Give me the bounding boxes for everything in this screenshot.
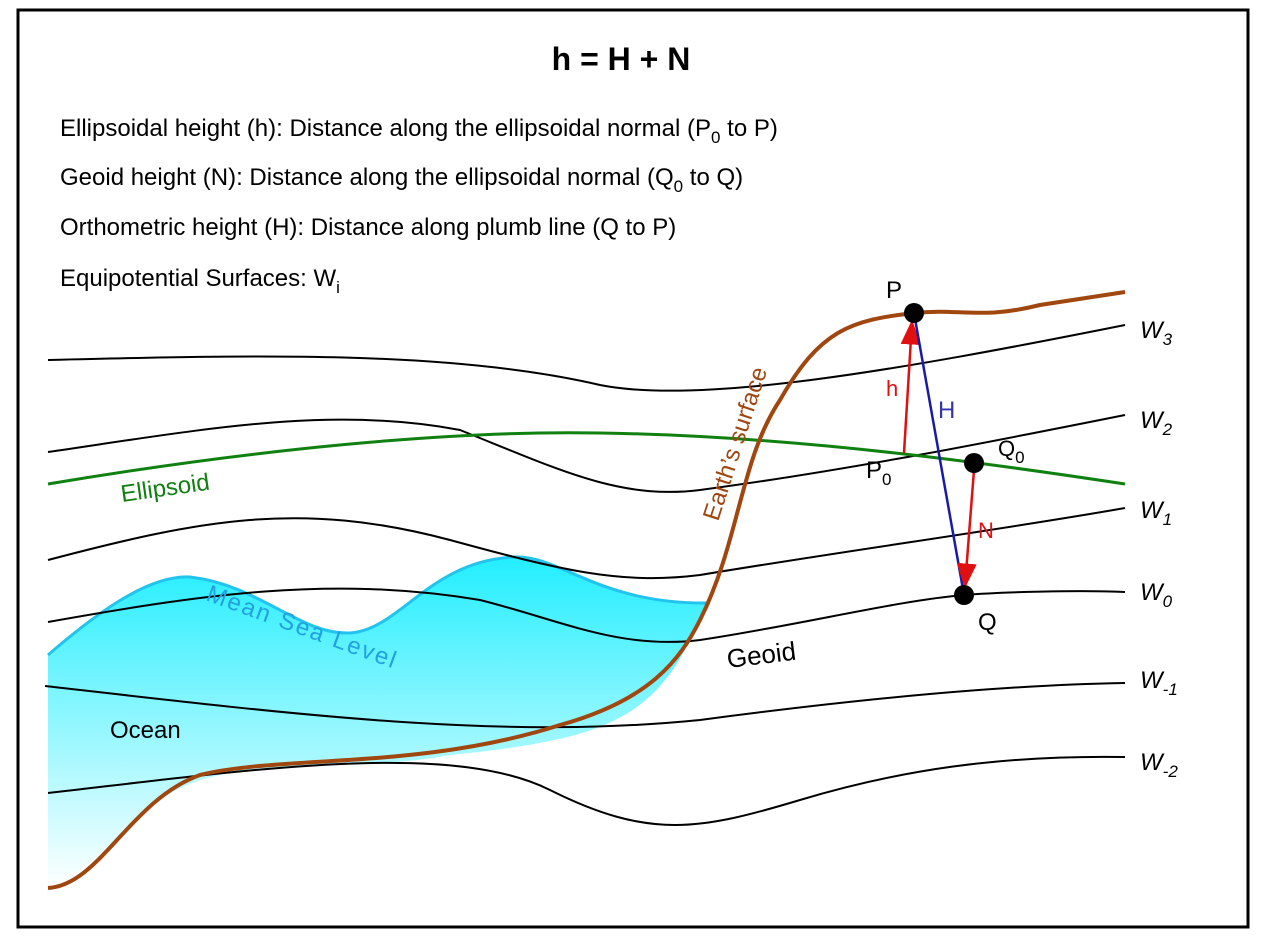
subscript: i	[336, 278, 340, 297]
text: W	[1140, 579, 1165, 606]
w-1	[44, 682, 1126, 729]
ocean-label: Ocean	[110, 717, 181, 744]
text: Equipotential Surfaces: W	[60, 265, 336, 292]
h-arrow	[900, 319, 921, 454]
text: to P)	[720, 115, 777, 142]
N-arrow	[956, 469, 977, 589]
text: P	[866, 457, 882, 484]
surface-label: W2	[1140, 407, 1173, 439]
subscript: 0	[1163, 592, 1173, 611]
subscript: -2	[1163, 762, 1179, 781]
earth-surface	[47, 290, 1126, 890]
subscript: 1	[1163, 510, 1172, 529]
subscript: -1	[1163, 680, 1178, 699]
text: Orthometric height (H): Distance along p…	[60, 214, 676, 241]
surface-label: W-1	[1140, 667, 1178, 699]
text: W	[1140, 317, 1165, 344]
definition: Equipotential Surfaces: Wi	[60, 265, 340, 297]
H-line	[912, 312, 966, 596]
definition: Geoid height (N): Distance along the ell…	[60, 164, 743, 196]
definition: Orthometric height (H): Distance along p…	[60, 214, 676, 241]
surface-label: W1	[1140, 497, 1172, 529]
h-label: h	[886, 376, 898, 401]
point-q	[954, 585, 974, 605]
text: W	[1140, 749, 1165, 776]
point-label: Q0	[998, 436, 1025, 467]
geoid-w0	[47, 587, 1126, 643]
definition: Ellipsoidal height (h): Distance along t…	[60, 115, 778, 147]
subscript: 2	[1162, 420, 1173, 439]
w3	[47, 324, 1126, 392]
surface-label: W3	[1140, 317, 1173, 349]
text: to Q)	[683, 164, 743, 191]
title: h = H + N	[552, 41, 691, 77]
subscript: 0	[882, 470, 891, 489]
text: W	[1140, 407, 1165, 434]
subscript: 0	[674, 177, 683, 196]
text: Ellipsoidal height (h): Distance along t…	[60, 115, 711, 142]
text: Geoid height (N): Distance along the ell…	[60, 164, 674, 191]
subscript: 0	[711, 128, 720, 147]
N-label: N	[978, 518, 994, 543]
subscript: 0	[1015, 448, 1024, 467]
subscript: 3	[1163, 330, 1173, 349]
point-label: P	[886, 277, 902, 304]
surface-label: W0	[1140, 579, 1173, 611]
point-label: Q	[978, 609, 997, 636]
point-label: P0	[866, 457, 891, 489]
point-p	[904, 303, 924, 323]
text: Q	[998, 436, 1015, 461]
point-q0	[964, 453, 984, 473]
text: W	[1140, 497, 1165, 524]
surface-label: W-2	[1140, 749, 1178, 781]
w-2	[47, 755, 1126, 826]
ocean	[48, 556, 710, 888]
H-label: H	[938, 397, 955, 424]
w1	[47, 507, 1126, 580]
text: W	[1140, 667, 1165, 694]
